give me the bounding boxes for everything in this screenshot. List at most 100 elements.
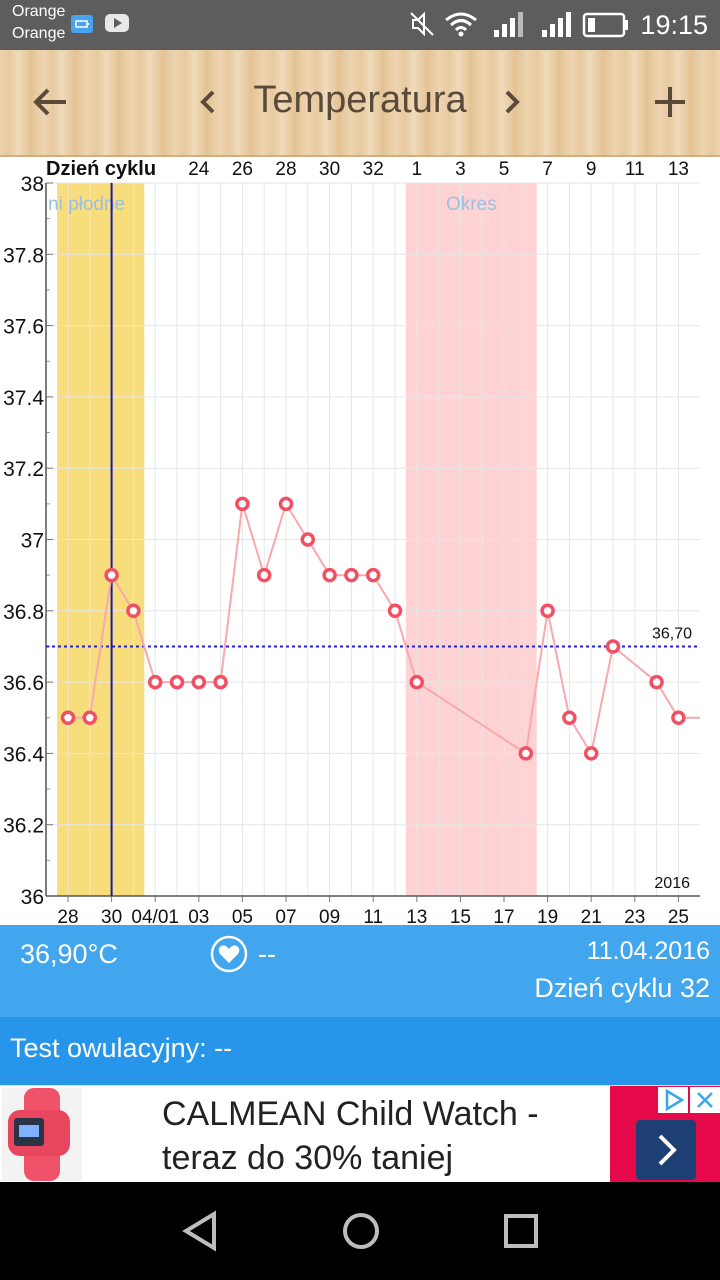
- previous-cycle-button[interactable]: [178, 72, 238, 132]
- x-tick-label: 05: [232, 907, 253, 925]
- navigation-bar: [0, 1182, 720, 1280]
- x-tick-label: 09: [319, 907, 340, 925]
- top-tick-label: 13: [668, 159, 689, 180]
- youtube-icon: [105, 14, 129, 32]
- top-tick-label: 1: [412, 159, 423, 180]
- top-tick-label: 30: [319, 159, 340, 180]
- data-point: [104, 567, 119, 583]
- data-point: [278, 496, 294, 512]
- reference-line-label: 36,70: [652, 625, 692, 642]
- ad-banner[interactable]: CALMEAN Child Watch - teraz do 30% tanie…: [0, 1085, 720, 1183]
- carrier-name: Orange: [12, 3, 66, 20]
- x-tick-label: 19: [537, 907, 558, 925]
- back-arrow-icon: [33, 88, 66, 116]
- ad-headline: CALMEAN Child Watch -: [162, 1095, 539, 1133]
- x-tick-label: 25: [668, 907, 689, 925]
- clock: 19:15: [640, 10, 708, 40]
- back-icon[interactable]: [174, 1204, 228, 1258]
- data-point: [409, 674, 425, 690]
- top-tick-label: 3: [455, 159, 466, 180]
- heart-value: --: [258, 939, 276, 969]
- ad-text[interactable]: CALMEAN Child Watch - teraz do 30% tanie…: [162, 1092, 602, 1180]
- chart-svg[interactable]: ni płodne Okres36,703837.837.637.437.2373…: [0, 157, 720, 928]
- x-tick-label: 21: [581, 907, 602, 925]
- battery-saver-icon: [71, 15, 93, 33]
- y-tick-label: 36.4: [3, 743, 44, 766]
- data-point: [300, 532, 316, 547]
- data-point: [213, 674, 228, 690]
- y-tick-label: 37.4: [3, 387, 44, 410]
- recents-icon[interactable]: [494, 1204, 548, 1258]
- x-tick-label: 15: [450, 907, 471, 925]
- data-point: [540, 603, 555, 619]
- top-tick-label: 32: [363, 159, 384, 180]
- y-tick-label: 37: [21, 530, 44, 553]
- page-title: Temperatura: [253, 79, 467, 121]
- x-tick-label: 23: [624, 907, 645, 925]
- signal-icon: [494, 12, 523, 37]
- x-tick-label: 04/01: [131, 907, 179, 925]
- add-button[interactable]: [640, 72, 700, 132]
- x-tick-label: 30: [101, 907, 122, 925]
- data-point: [147, 674, 163, 690]
- data-point: [605, 639, 621, 654]
- close-icon[interactable]: [690, 1087, 720, 1113]
- y-tick-label: 37.6: [3, 316, 44, 339]
- band-label: Okres: [446, 194, 497, 215]
- data-point: [60, 710, 76, 725]
- top-tick-label: 7: [542, 159, 553, 180]
- home-icon[interactable]: [334, 1204, 388, 1258]
- x-tick-label: 03: [188, 907, 209, 925]
- data-point: [126, 603, 141, 619]
- x-tick-label: 11: [363, 907, 383, 925]
- data-point: [671, 710, 686, 725]
- chevron-left-icon: [200, 90, 215, 114]
- ad-choices-icon[interactable]: [658, 1087, 688, 1113]
- temperature-value: 36,90°C: [20, 939, 118, 969]
- data-point: [649, 674, 664, 690]
- data-point: [518, 746, 534, 761]
- ovulation-test-bar[interactable]: Test owulacyjny: --: [0, 1017, 720, 1085]
- temperature-chart[interactable]: ni płodne Okres 36,70 38 37.8 37.6 37.4 37.2 37 3…: [0, 157, 720, 928]
- data-point: [387, 603, 403, 619]
- back-button[interactable]: [20, 72, 80, 132]
- top-tick-label: 28: [275, 159, 296, 180]
- top-tick-label: 24: [188, 159, 210, 180]
- data-point: [365, 567, 381, 583]
- y-tick-label: 38: [21, 173, 44, 196]
- watch-image[interactable]: [2, 1088, 82, 1181]
- data-point: [169, 674, 185, 690]
- chevron-right-icon[interactable]: [636, 1120, 696, 1180]
- top-tick-label: 9: [586, 159, 597, 180]
- y-tick-label: 36.8: [3, 601, 44, 624]
- chevron-right-icon: [505, 90, 520, 114]
- heart-icon[interactable]: [210, 935, 248, 973]
- selected-date: 11.04.2016: [586, 937, 710, 965]
- selected-day-info: 36,90°C -- 11.04.2016 Dzień cyklu 32: [0, 925, 720, 1017]
- y-tick-label: 37.8: [3, 244, 44, 267]
- cycle-day: Dzień cyklu 32: [534, 973, 710, 1003]
- y-tick-label: 37.2: [3, 458, 44, 481]
- x-tick-label: 28: [57, 907, 78, 925]
- temperature-series-line: [68, 501, 700, 757]
- data-point: [583, 746, 599, 761]
- y-tick-label: 36.2: [3, 815, 44, 838]
- mute-icon: [410, 11, 434, 37]
- carrier-name: Orange: [12, 25, 66, 42]
- data-point: [256, 567, 272, 583]
- band-label: ni płodne: [48, 194, 125, 215]
- top-tick-label: 11: [625, 159, 645, 180]
- data-point: [82, 710, 98, 725]
- x-tick-label: 07: [275, 907, 296, 925]
- signal-icon: [542, 12, 571, 37]
- top-axis-label: Dzień cyklu: [46, 158, 156, 180]
- x-tick-label: 17: [493, 907, 514, 925]
- battery-icon: [582, 12, 628, 38]
- x-tick-label: 13: [406, 907, 427, 925]
- year-label: 2016: [654, 875, 690, 892]
- next-cycle-button[interactable]: [482, 72, 542, 132]
- y-tick-label: 36.6: [3, 672, 44, 695]
- top-tick-label: 5: [499, 159, 510, 180]
- data-point: [322, 567, 337, 583]
- top-tick-label: 26: [232, 159, 253, 180]
